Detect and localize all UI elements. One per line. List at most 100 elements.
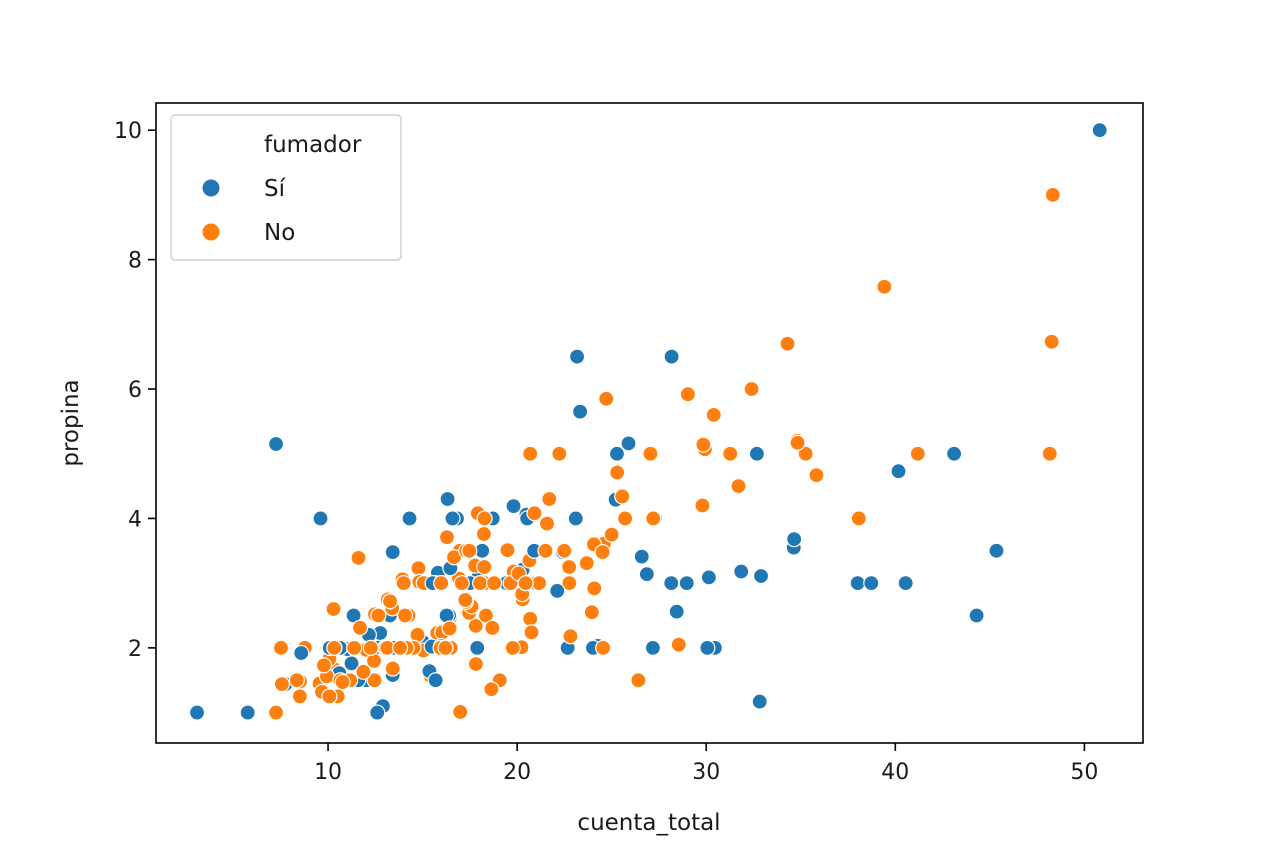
point-no <box>679 386 696 403</box>
point-no <box>1044 186 1061 203</box>
point-no <box>392 639 409 656</box>
x-tick-label: 50 <box>1070 760 1098 785</box>
point-no <box>467 655 485 673</box>
point-si <box>568 348 586 365</box>
point-no <box>384 660 401 677</box>
point-no <box>743 380 760 398</box>
point-si <box>567 510 584 527</box>
point-si <box>644 639 662 656</box>
point-si <box>890 463 907 480</box>
point-si <box>752 567 770 585</box>
point-no <box>452 703 469 721</box>
point-no <box>614 488 631 505</box>
point-no <box>522 445 539 462</box>
point-no <box>441 620 458 637</box>
x-tick-label: 10 <box>314 760 342 785</box>
point-no <box>551 445 568 462</box>
point-no <box>630 672 647 689</box>
point-no <box>523 624 540 641</box>
point-no <box>598 390 615 407</box>
point-no <box>722 445 739 462</box>
point-no <box>395 575 412 592</box>
point-no <box>797 445 814 462</box>
point-no <box>351 619 369 636</box>
point-no <box>410 560 427 577</box>
point-no <box>642 445 659 462</box>
point-si <box>897 575 914 592</box>
point-no <box>578 555 595 572</box>
y-tick-label: 4 <box>128 507 142 532</box>
point-no <box>438 529 456 546</box>
point-no <box>457 591 474 609</box>
x-axis: 10 20 30 40 50 <box>314 743 1098 785</box>
point-si <box>663 348 680 365</box>
point-no <box>362 639 379 656</box>
y-tick-label: 10 <box>114 119 142 144</box>
point-no <box>370 607 387 624</box>
point-no <box>437 639 454 656</box>
point-no <box>467 617 484 634</box>
point-si <box>620 435 637 452</box>
y-axis: 2 4 6 8 10 <box>114 119 156 662</box>
point-no <box>808 466 825 484</box>
point-no <box>461 542 478 559</box>
point-no <box>876 278 893 295</box>
point-no <box>1041 445 1058 462</box>
point-no <box>471 575 489 592</box>
point-no <box>779 335 796 352</box>
point-no <box>291 688 308 705</box>
point-no <box>1043 333 1060 350</box>
point-si <box>699 639 716 656</box>
x-tick-label: 40 <box>881 760 909 785</box>
point-no <box>670 636 687 653</box>
point-no <box>517 575 534 592</box>
point-no <box>526 505 543 522</box>
point-no <box>538 515 556 532</box>
point-si <box>733 563 750 580</box>
point-si <box>638 566 655 583</box>
point-no <box>476 510 493 527</box>
point-no <box>609 464 626 481</box>
point-si <box>748 445 765 462</box>
point-si <box>369 704 386 721</box>
point-no <box>594 544 611 561</box>
point-no <box>273 676 291 693</box>
point-no <box>695 436 712 453</box>
y-tick-label: 8 <box>128 249 142 274</box>
point-no <box>562 628 579 645</box>
point-no <box>355 663 372 680</box>
point-no <box>499 542 516 559</box>
point-si <box>572 403 589 420</box>
point-no <box>381 593 399 610</box>
point-no <box>483 681 500 698</box>
point-no <box>325 600 342 618</box>
x-tick-label: 20 <box>503 760 531 785</box>
point-no <box>530 575 548 592</box>
x-axis-label: cuenta_total <box>577 810 720 836</box>
point-no <box>476 558 493 576</box>
point-si <box>505 498 522 515</box>
point-si <box>863 575 880 592</box>
x-tick-label: 30 <box>692 760 720 785</box>
point-si <box>549 582 566 600</box>
point-si <box>786 531 803 548</box>
point-si <box>608 445 626 462</box>
point-si <box>751 693 768 710</box>
legend-label-si: Sí <box>264 176 286 202</box>
legend-box <box>170 114 402 261</box>
legend-marker-si <box>201 178 221 198</box>
point-no <box>346 639 363 656</box>
point-no <box>705 406 722 424</box>
point-no <box>485 575 503 592</box>
data-points <box>188 122 1108 721</box>
point-si <box>439 490 456 508</box>
point-si <box>946 445 963 462</box>
point-si <box>663 575 680 592</box>
point-si <box>988 542 1005 559</box>
point-si <box>700 569 717 586</box>
y-tick-label: 6 <box>128 378 142 403</box>
point-no <box>586 580 603 597</box>
point-no <box>909 445 926 462</box>
point-no <box>556 542 573 559</box>
